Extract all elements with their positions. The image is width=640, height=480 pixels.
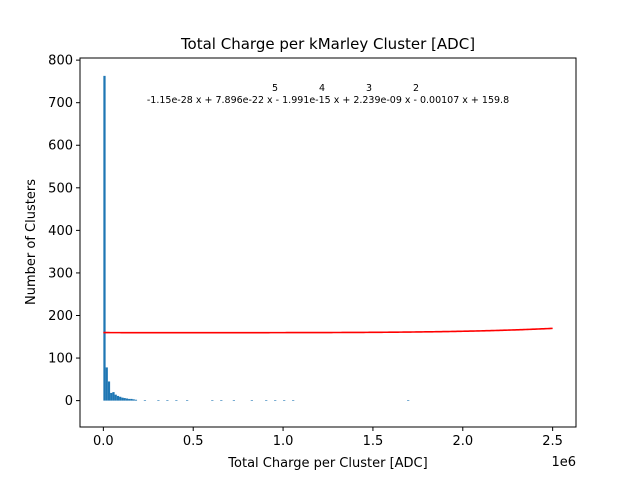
histogram-bar: [123, 398, 126, 401]
histogram-bar: [283, 400, 286, 401]
histogram-bar: [114, 394, 117, 401]
histogram-bar: [125, 398, 129, 401]
y-tick-label: 100: [48, 352, 73, 367]
histogram-bar: [186, 400, 189, 401]
y-tick-label: 200: [48, 309, 73, 324]
histogram-bar: [119, 396, 122, 401]
histogram-bar: [292, 400, 295, 401]
histogram-bar: [116, 395, 120, 401]
histogram-bar: [175, 400, 178, 401]
x-tick-label: 1.5: [363, 434, 384, 449]
y-tick-label: 300: [48, 266, 73, 281]
fit-equation-annotation: 5 4 3 2 -1.15e-28 x + 7.896e-22 x - 1.99…: [147, 83, 509, 106]
y-tick-label: 600: [48, 139, 73, 154]
fit-exponent-2: 2: [413, 83, 419, 94]
y-tick-label: 400: [48, 224, 73, 239]
x-axis-ticks: 0.0 0.5 1.0 1.5 2.0 2.5: [93, 427, 563, 449]
x-axis-label: Total Charge per Cluster [ADC]: [227, 456, 427, 471]
histogram-bar: [107, 381, 111, 401]
histogram-bar: [274, 400, 277, 401]
histogram-bar: [112, 392, 115, 401]
x-tick-label: 2.0: [452, 434, 473, 449]
y-tick-label: 700: [48, 96, 73, 111]
histogram-bar: [143, 400, 147, 401]
fit-exponent-5: 5: [272, 83, 278, 94]
y-axis-ticks: 0 100 200 300 400 500 600 700 800: [48, 54, 80, 409]
histogram-bar: [132, 399, 135, 401]
histogram-bar: [121, 397, 124, 401]
histogram-bar: [110, 392, 113, 401]
fit-exponent-4: 4: [319, 83, 325, 94]
histogram-bar: [103, 75, 106, 401]
histogram-bar: [130, 398, 133, 401]
histogram-bar: [250, 400, 253, 401]
histogram-bar: [128, 398, 131, 401]
histogram-bar: [265, 400, 268, 401]
chart-title: Total Charge per kMarley Cluster [ADC]: [180, 35, 475, 53]
x-tick-label: 2.5: [542, 434, 563, 449]
axes-frame: [79, 57, 577, 428]
plot-area: [103, 75, 553, 401]
histogram-bar: [157, 400, 160, 401]
y-tick-label: 0: [65, 394, 73, 409]
histogram-bar: [134, 399, 138, 401]
y-axis-label: Number of Clusters: [24, 179, 39, 305]
x-tick-label: 0.0: [93, 434, 114, 449]
histogram-bar: [220, 400, 223, 401]
histogram-bar: [407, 400, 410, 401]
histogram-bar: [166, 400, 169, 401]
fit-exponent-3: 3: [366, 83, 372, 94]
x-tick-label: 1.0: [273, 434, 294, 449]
histogram-bar: [232, 400, 235, 401]
x-axis-offset-label: 1e6: [551, 455, 576, 470]
histogram-bar: [211, 400, 214, 401]
fit-equation: -1.15e-28 x + 7.896e-22 x - 1.991e-15 x …: [147, 95, 509, 106]
y-tick-label: 800: [48, 54, 73, 69]
plot-series: [103, 75, 553, 401]
x-tick-label: 0.5: [183, 434, 204, 449]
y-tick-label: 500: [48, 181, 73, 196]
fit-curve: [103, 327, 553, 334]
histogram-bar: [105, 367, 108, 401]
